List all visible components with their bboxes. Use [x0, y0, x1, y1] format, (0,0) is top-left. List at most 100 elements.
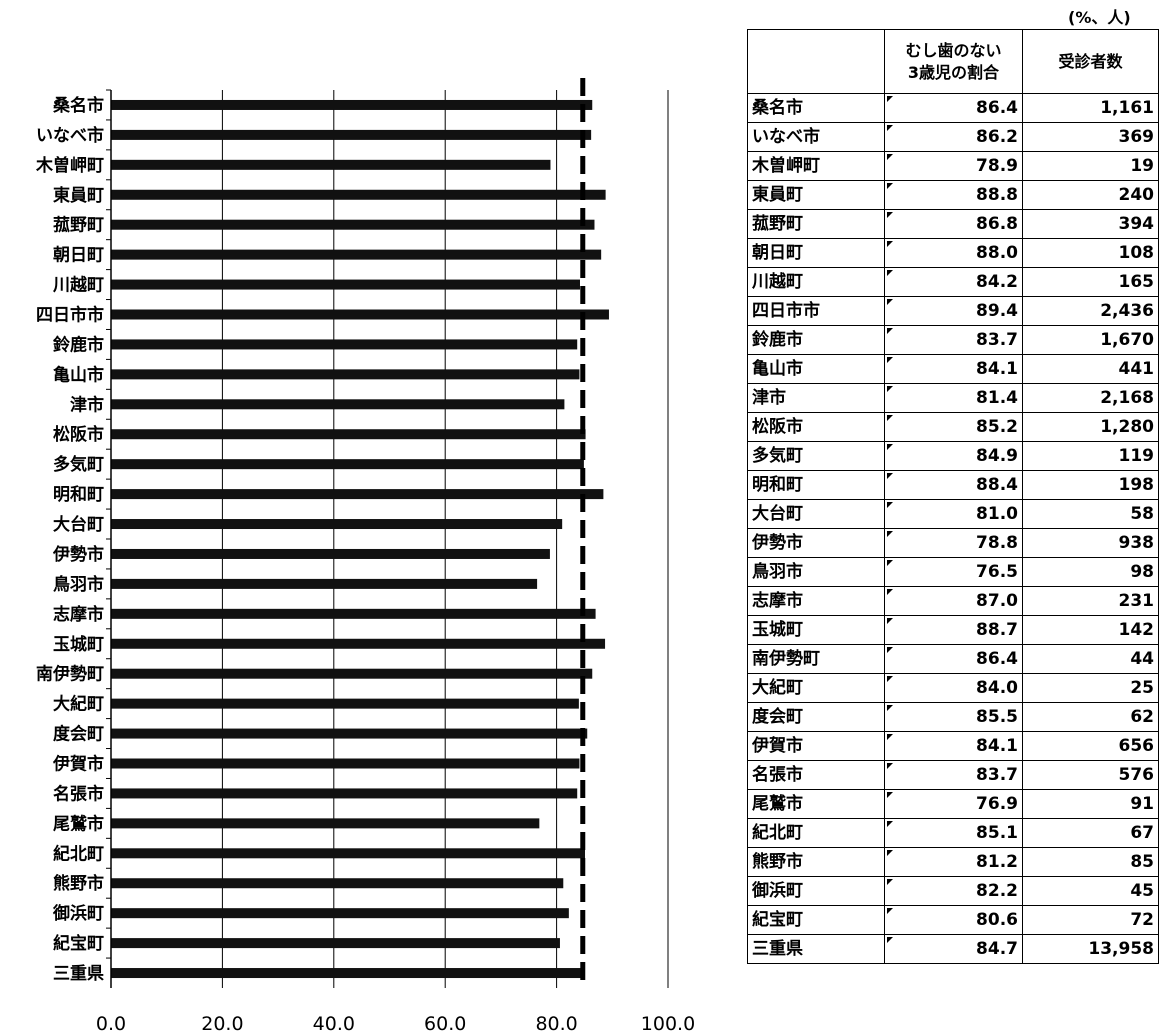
row-area-name: 伊賀市 — [747, 731, 885, 761]
header-examinees: 受診者数 — [1022, 29, 1159, 94]
row-area-name: 多気町 — [747, 441, 885, 471]
table-row: 度会町 85.5 62 — [747, 702, 1159, 732]
row-rate: 86.4 — [884, 644, 1023, 674]
table-row: 明和町 88.4 198 — [747, 470, 1159, 500]
y-tick-label: 三重県 — [53, 963, 104, 984]
bar-chart: 桑名市いなべ市木曽岬町東員町菰野町朝日町川越町四日市市鈴鹿市亀山市津市松阪市多気… — [35, 78, 695, 1035]
bar — [111, 429, 586, 440]
row-area-name: 紀北町 — [747, 818, 885, 848]
row-examinees: 58 — [1022, 499, 1159, 529]
y-tick-label: 菰野町 — [53, 216, 104, 236]
table-row: 木曽岬町 78.9 19 — [747, 151, 1159, 181]
row-area-name: 南伊勢町 — [747, 644, 885, 674]
table-row: 朝日町 88.0 108 — [747, 238, 1159, 268]
table-row: 尾鷲市 76.9 91 — [747, 789, 1159, 819]
row-examinees: 142 — [1022, 615, 1159, 645]
row-examinees: 369 — [1022, 122, 1159, 152]
row-examinees: 45 — [1022, 876, 1159, 906]
unit-note: (%、人) — [1068, 8, 1131, 27]
y-tick-label: 鳥羽市 — [53, 574, 104, 595]
table-row: 東員町 88.8 240 — [747, 180, 1159, 210]
bar — [111, 818, 540, 829]
x-tick-labels: 0.0 20.0 40.0 60.0 80.0 100.0 — [96, 1013, 695, 1035]
bar — [111, 908, 569, 919]
row-area-name: 尾鷲市 — [747, 789, 885, 819]
y-tick-label: 木曽岬町 — [35, 155, 104, 176]
y-tick-label: 紀北町 — [53, 843, 104, 864]
table-row: いなべ市 86.2 369 — [747, 122, 1159, 152]
header-caries-free-rate: むし歯のない 3歳児の割合 — [884, 29, 1023, 94]
row-area-name: 度会町 — [747, 702, 885, 732]
table-row: 亀山市 84.1 441 — [747, 354, 1159, 384]
row-rate: 88.0 — [884, 238, 1023, 268]
table-row: 熊野市 81.2 85 — [747, 847, 1159, 877]
y-tick-label: 度会町 — [53, 724, 104, 745]
bar — [111, 309, 609, 320]
y-tick-label: 亀山市 — [53, 364, 104, 385]
row-area-name: 亀山市 — [747, 354, 885, 384]
grid-lines — [221, 90, 669, 988]
row-area-name: 大紀町 — [747, 673, 885, 703]
row-area-name: 志摩市 — [747, 586, 885, 616]
row-examinees: 2,168 — [1022, 383, 1159, 413]
bar — [111, 728, 588, 739]
y-tick-label: いなべ市 — [36, 125, 104, 146]
y-tick-label: 四日市市 — [36, 305, 104, 326]
y-tick-label: 川越町 — [52, 275, 104, 296]
row-examinees: 85 — [1022, 847, 1159, 877]
row-area-name: 朝日町 — [747, 238, 885, 268]
table-row: 多気町 84.9 119 — [747, 441, 1159, 471]
bar — [111, 459, 584, 470]
y-tick-label: 松阪市 — [53, 424, 104, 445]
row-examinees: 13,958 — [1022, 934, 1159, 964]
row-rate: 86.8 — [884, 209, 1023, 239]
bar — [111, 159, 551, 170]
x-tick-label: 0.0 — [96, 1013, 126, 1035]
bar — [111, 129, 592, 140]
row-examinees: 576 — [1022, 760, 1159, 790]
bar — [111, 848, 586, 859]
y-tick-label: 津市 — [70, 394, 104, 415]
row-rate: 76.9 — [884, 789, 1023, 819]
y-tick-label: 紀宝町 — [53, 933, 104, 954]
row-examinees: 198 — [1022, 470, 1159, 500]
table-row: 鳥羽市 76.5 98 — [747, 557, 1159, 587]
table-row: 四日市市 89.4 2,436 — [747, 296, 1159, 326]
y-tick-label: 多気町 — [53, 454, 104, 475]
bar — [111, 189, 606, 200]
table-row: 伊勢市 78.8 938 — [747, 528, 1159, 558]
row-examinees: 72 — [1022, 905, 1159, 935]
y-tick-label: 熊野市 — [53, 873, 104, 894]
row-rate: 83.7 — [884, 760, 1023, 790]
row-rate: 84.9 — [884, 441, 1023, 471]
row-area-name: 御浜町 — [747, 876, 885, 906]
y-tick-label: 南伊勢町 — [36, 664, 104, 685]
row-rate: 84.2 — [884, 267, 1023, 297]
bar — [111, 968, 583, 979]
row-examinees: 2,436 — [1022, 296, 1159, 326]
row-area-name: 明和町 — [747, 470, 885, 500]
row-examinees: 119 — [1022, 441, 1159, 471]
x-tick-label: 60.0 — [424, 1013, 466, 1035]
y-tick-label: 伊勢市 — [52, 544, 104, 565]
row-area-name: 菰野町 — [747, 209, 885, 239]
table-body: 桑名市 86.4 1,161 いなべ市 86.2 369 木曽岬町 78.9 19 東員町 88.8… — [747, 93, 1159, 964]
row-rate: 84.1 — [884, 731, 1023, 761]
row-rate: 81.0 — [884, 499, 1023, 529]
row-examinees: 91 — [1022, 789, 1159, 819]
bar — [111, 578, 538, 589]
y-tick-label: 大紀町 — [53, 694, 104, 715]
bar — [111, 339, 578, 350]
table-row: 津市 81.4 2,168 — [747, 383, 1159, 413]
row-examinees: 67 — [1022, 818, 1159, 848]
row-examinees: 1,161 — [1022, 93, 1159, 123]
row-examinees: 240 — [1022, 180, 1159, 210]
row-examinees: 44 — [1022, 644, 1159, 674]
table-row: 菰野町 86.8 394 — [747, 209, 1159, 239]
row-area-name: 熊野市 — [747, 847, 885, 877]
table-row: 大紀町 84.0 25 — [747, 673, 1159, 703]
y-tick-label: 尾鷲市 — [53, 813, 104, 834]
bar — [111, 249, 602, 260]
table-row: 鈴鹿市 83.7 1,670 — [747, 325, 1159, 355]
table-row: 桑名市 86.4 1,161 — [747, 93, 1159, 123]
